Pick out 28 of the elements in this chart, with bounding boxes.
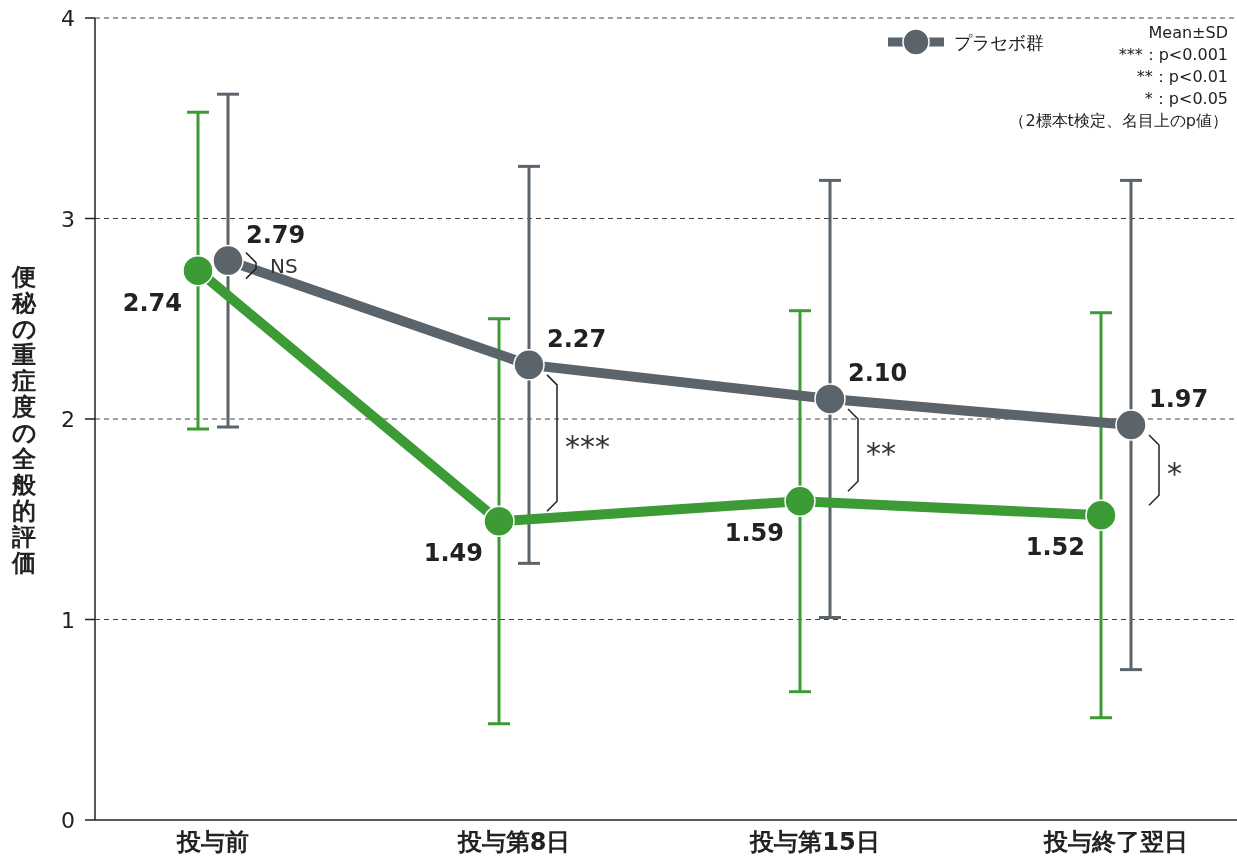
data-label: 2.74: [122, 288, 182, 317]
x-tick-label: 投与前: [176, 828, 249, 856]
y-tick-label: 0: [61, 808, 75, 833]
annotation: ***: [565, 429, 610, 465]
annotation: （2標本t検定、名目上のp値）: [1009, 111, 1228, 130]
annotation: *: [1167, 456, 1182, 492]
y-tick-label: 1: [61, 607, 75, 633]
x-tick-label: 投与終了翌日: [1043, 828, 1188, 856]
legend-label: プラセボ群: [954, 32, 1044, 53]
data-label: 1.49: [423, 539, 483, 568]
data-label: 2.79: [246, 220, 306, 249]
data-label: 1.59: [724, 519, 784, 548]
annotation: **: [866, 436, 896, 472]
data-label: 1.97: [1149, 385, 1209, 414]
annotation: Mean±SD: [1148, 23, 1228, 42]
data-label: 1.52: [1025, 533, 1085, 562]
y-tick-label: 4: [61, 6, 75, 31]
annotation: NS: [270, 253, 298, 278]
x-tick-label: 投与第8日: [456, 828, 571, 856]
y-tick-label: 2: [61, 407, 75, 432]
x-tick-label: 投与第15日: [749, 828, 880, 856]
annotation: *：p<0.05: [1144, 89, 1228, 108]
y-tick-label: 3: [61, 206, 75, 232]
data-label: 2.10: [848, 358, 908, 387]
text: 便秘の重症度の全般的評価: [11, 263, 37, 577]
data-label: 2.27: [547, 324, 607, 353]
annotation: ***：p<0.001: [1118, 45, 1228, 64]
annotation: **：p<0.01: [1136, 67, 1228, 86]
